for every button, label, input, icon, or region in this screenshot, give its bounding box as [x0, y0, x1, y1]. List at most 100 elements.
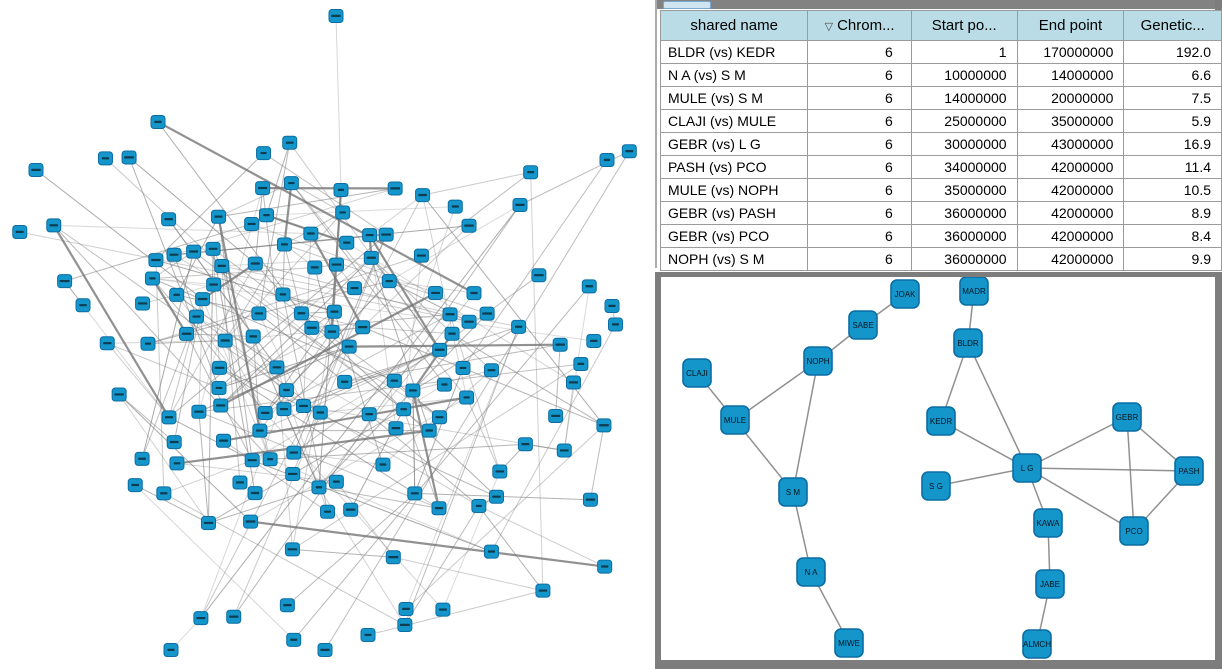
cell-chrom[interactable]: 6 [807, 247, 912, 271]
cell-end[interactable]: 35000000 [1016, 109, 1125, 133]
cell-name[interactable]: GEBR (vs) L G [659, 132, 809, 156]
cell-end[interactable]: 43000000 [1016, 132, 1125, 156]
cell-end[interactable]: 20000000 [1016, 86, 1125, 110]
cell-start[interactable]: 36000000 [910, 224, 1018, 248]
cell-start[interactable]: 35000000 [910, 178, 1018, 202]
network-node-n-a[interactable] [796, 557, 826, 587]
main-network-canvas[interactable] [0, 0, 655, 669]
cell-chrom[interactable]: 6 [807, 155, 912, 179]
cell-start[interactable]: 36000000 [910, 247, 1018, 271]
network-node-s-g[interactable] [921, 471, 951, 501]
network-node-s-m[interactable] [778, 477, 808, 507]
network-node-mule[interactable] [720, 405, 750, 435]
cell-chrom[interactable]: 6 [807, 40, 912, 64]
network-edge [282, 244, 285, 295]
selected-network-canvas[interactable]: JOAK MADR SABE BLDR NOPH CLAJI GEBR MULE KEDR L G… [661, 277, 1215, 660]
cell-name[interactable]: GEBR (vs) PCO [659, 224, 809, 248]
cell-genetic[interactable]: 5.9 [1123, 109, 1222, 133]
network-node-kedr[interactable] [926, 406, 956, 436]
cell-genetic[interactable]: 7.5 [1123, 86, 1222, 110]
network-node-kawa[interactable] [1033, 508, 1063, 538]
cell-genetic[interactable]: 192.0 [1123, 40, 1222, 64]
cell-chrom[interactable]: 6 [807, 109, 912, 133]
network-node-almch[interactable] [1022, 629, 1052, 659]
network-node-madr[interactable] [959, 277, 989, 306]
network-edge-sg-lg[interactable] [935, 467, 1028, 487]
cell-genetic[interactable]: 6.6 [1123, 63, 1222, 87]
cell-genetic[interactable]: 8.4 [1123, 224, 1222, 248]
table-row[interactable]: GEBR (vs) PCO 6 36000000 42000000 8.4 [659, 224, 1222, 248]
cell-chrom[interactable]: 6 [807, 86, 912, 110]
cell-genetic[interactable]: 10.5 [1123, 178, 1222, 202]
network-node-sabe[interactable] [848, 310, 878, 340]
column-header-start-po[interactable]: Start po... [910, 10, 1018, 41]
network-node-joak[interactable] [890, 279, 920, 309]
cell-chrom[interactable]: 6 [807, 178, 912, 202]
table-row[interactable]: GEBR (vs) L G 6 30000000 43000000 16.9 [659, 132, 1222, 156]
cell-chrom[interactable]: 6 [807, 201, 912, 225]
cell-name[interactable]: CLAJI (vs) MULE [659, 109, 809, 133]
network-node-jabe[interactable] [1035, 569, 1065, 599]
network-node-noph[interactable] [803, 346, 833, 376]
network-node-l-g[interactable] [1012, 453, 1042, 483]
cell-name[interactable]: BLDR (vs) KEDR [659, 40, 809, 64]
cell-genetic[interactable]: 16.9 [1123, 132, 1222, 156]
table-row[interactable]: MULE (vs) S M 6 14000000 20000000 7.5 [659, 86, 1222, 110]
cell-start[interactable]: 30000000 [910, 132, 1018, 156]
cell-name[interactable]: N A (vs) S M [659, 63, 809, 87]
network-node-miwe[interactable] [834, 628, 864, 658]
network-edge [168, 234, 387, 418]
cell-end[interactable]: 42000000 [1016, 155, 1125, 179]
table-row[interactable]: NOPH (vs) S M 6 36000000 42000000 9.9 [659, 247, 1222, 271]
cell-start[interactable]: 34000000 [910, 155, 1018, 179]
table-row[interactable]: BLDR (vs) KEDR 6 1 170000000 192.0 [659, 40, 1222, 64]
network-edge-bldr-lg[interactable] [967, 342, 1028, 469]
network-edge-gebr-pco[interactable] [1126, 416, 1135, 532]
network-edge [251, 223, 436, 294]
cell-end[interactable]: 42000000 [1016, 224, 1125, 248]
table-row[interactable]: GEBR (vs) PASH 6 36000000 42000000 8.9 [659, 201, 1222, 225]
network-node-pco[interactable] [1119, 516, 1149, 546]
cell-start[interactable]: 25000000 [910, 109, 1018, 133]
cell-name[interactable]: GEBR (vs) PASH [659, 201, 809, 225]
column-header-chrom[interactable]: ▽ Chrom... [807, 10, 912, 41]
cell-start[interactable]: 1 [910, 40, 1018, 64]
cell-end[interactable]: 42000000 [1016, 201, 1125, 225]
column-header-genetic[interactable]: Genetic... [1123, 10, 1222, 41]
cell-start[interactable]: 36000000 [910, 201, 1018, 225]
table-row[interactable]: CLAJI (vs) MULE 6 25000000 35000000 5.9 [659, 109, 1222, 133]
cell-name[interactable]: PASH (vs) PCO [659, 155, 809, 179]
column-header-shared-name[interactable]: shared name [659, 10, 809, 41]
cell-end[interactable]: 42000000 [1016, 178, 1125, 202]
network-edge-lg-gebr[interactable] [1026, 416, 1128, 469]
cell-name[interactable]: NOPH (vs) S M [659, 247, 809, 271]
network-edge-lg-pco[interactable] [1026, 467, 1135, 532]
filter-icon[interactable]: ▽ [824, 21, 834, 33]
network-node-pash[interactable] [1174, 456, 1204, 486]
column-header-end-point[interactable]: End point [1016, 10, 1125, 41]
table-row[interactable]: N A (vs) S M 6 10000000 14000000 6.6 [659, 63, 1222, 87]
network-node-bldr[interactable] [953, 328, 983, 358]
node-label-blur [611, 323, 619, 326]
cell-genetic[interactable]: 11.4 [1123, 155, 1222, 179]
network-node-claji[interactable] [682, 358, 712, 388]
cell-start[interactable]: 10000000 [910, 63, 1018, 87]
cell-chrom[interactable]: 6 [807, 132, 912, 156]
table-row[interactable]: PASH (vs) PCO 6 34000000 42000000 11.4 [659, 155, 1222, 179]
network-edge [264, 313, 451, 414]
cell-start[interactable]: 14000000 [910, 86, 1018, 110]
scrollbar-thumb[interactable] [663, 1, 711, 9]
cell-end[interactable]: 170000000 [1016, 40, 1125, 64]
network-node-gebr[interactable] [1112, 402, 1142, 432]
network-edge-noph-sm[interactable] [792, 360, 819, 493]
cell-chrom[interactable]: 6 [807, 63, 912, 87]
cell-genetic[interactable]: 9.9 [1123, 247, 1222, 271]
network-edge-lg-pash[interactable] [1026, 467, 1190, 472]
cell-end[interactable]: 42000000 [1016, 247, 1125, 271]
cell-chrom[interactable]: 6 [807, 224, 912, 248]
cell-end[interactable]: 14000000 [1016, 63, 1125, 87]
cell-name[interactable]: MULE (vs) S M [659, 86, 809, 110]
table-row[interactable]: MULE (vs) NOPH 6 35000000 42000000 10.5 [659, 178, 1222, 202]
cell-genetic[interactable]: 8.9 [1123, 201, 1222, 225]
cell-name[interactable]: MULE (vs) NOPH [659, 178, 809, 202]
